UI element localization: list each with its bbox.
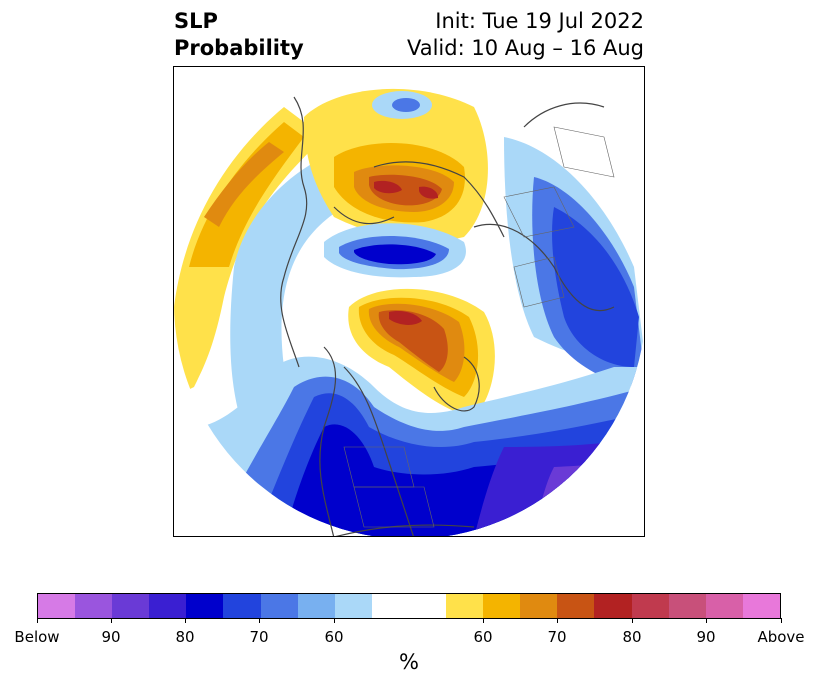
colorbar-segment <box>631 594 669 618</box>
colorbar-tick-mark <box>557 618 558 623</box>
colorbar-tick-label: 90 <box>101 628 121 646</box>
title-variable: SLP <box>174 9 218 33</box>
coastlines <box>280 96 615 536</box>
colorbar-tick-mark <box>781 618 782 623</box>
colorbar-segment <box>38 594 76 618</box>
polar-map <box>173 66 645 537</box>
colorbar-tick-mark <box>259 618 260 623</box>
colorbar-segment <box>742 594 780 618</box>
colorbar-segment <box>446 594 484 618</box>
colorbar-tick-mark <box>483 618 484 623</box>
colorbar-tick-mark <box>111 618 112 623</box>
colorbar-tick-label: 70 <box>547 628 567 646</box>
valid-range: Valid: 10 Aug – 16 Aug <box>406 36 644 60</box>
colorbar-tick-mark <box>632 618 633 623</box>
colorbar-segment <box>149 594 187 618</box>
colorbar-segment <box>260 594 298 618</box>
probability-field <box>174 67 644 536</box>
colorbar-segment <box>186 594 224 618</box>
colorbar-segment <box>112 594 150 618</box>
colorbar-segment <box>223 594 261 618</box>
colorbar-tick-mark <box>334 618 335 623</box>
colorbar-tick-mark <box>37 618 38 623</box>
colorbar-tick-label: 80 <box>622 628 642 646</box>
colorbar-tick-label: 60 <box>324 628 344 646</box>
colorbar-segment <box>520 594 558 618</box>
colorbar-segment <box>75 594 113 618</box>
init-date: Init: Tue 19 Jul 2022 <box>435 9 644 33</box>
colorbar-tick-label: 60 <box>473 628 493 646</box>
colorbar-segment <box>297 594 335 618</box>
colorbar-segment <box>705 594 743 618</box>
colorbar-segment <box>557 594 595 618</box>
colorbar-tick-label: Above <box>757 628 805 646</box>
political-borders <box>343 126 615 528</box>
colorbar-segment <box>594 594 632 618</box>
colorbar-tick-label: 80 <box>175 628 195 646</box>
colorbar <box>37 593 781 619</box>
colorbar-tick-label: 90 <box>696 628 716 646</box>
colorbar-tick-label: 70 <box>249 628 269 646</box>
colorbar-segment <box>483 594 521 618</box>
map-canvas <box>174 67 644 536</box>
title-metric: Probability <box>174 36 304 60</box>
map-title: SLP Probability <box>174 8 304 62</box>
colorbar-tick-mark <box>185 618 186 623</box>
colorbar-tick-label: Below <box>14 628 60 646</box>
colorbar-tick-mark <box>706 618 707 623</box>
colorbar-label: % <box>399 650 419 674</box>
colorbar-segment <box>371 594 447 618</box>
map-subtitle: Init: Tue 19 Jul 2022 Valid: 10 Aug – 16… <box>407 8 644 62</box>
colorbar-segment <box>668 594 706 618</box>
colorbar-segment <box>334 594 372 618</box>
